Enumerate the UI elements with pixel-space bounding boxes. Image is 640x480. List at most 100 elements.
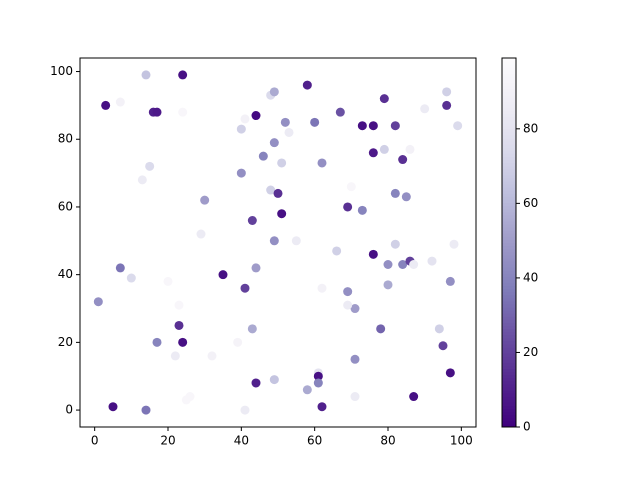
point bbox=[207, 351, 217, 361]
point bbox=[350, 304, 360, 314]
colorbar-segment bbox=[502, 353, 516, 357]
colorbar-tick-label: 60 bbox=[523, 196, 538, 210]
point bbox=[449, 239, 459, 249]
x-tick-label: 20 bbox=[160, 434, 175, 448]
point bbox=[390, 239, 400, 249]
point bbox=[409, 392, 419, 402]
colorbar-segment bbox=[502, 202, 516, 207]
colorbar-segment bbox=[502, 322, 516, 327]
colorbar-segment bbox=[502, 104, 516, 108]
y-tick-label: 40 bbox=[58, 267, 73, 281]
point bbox=[401, 192, 411, 202]
point bbox=[383, 280, 393, 290]
point bbox=[398, 155, 408, 165]
colorbar-segment bbox=[502, 390, 516, 394]
point bbox=[277, 209, 287, 219]
colorbar-segment bbox=[502, 380, 516, 385]
point bbox=[438, 341, 448, 351]
colorbar-tick-label: 40 bbox=[523, 270, 538, 284]
colorbar-segment bbox=[502, 337, 516, 342]
colorbar-segment bbox=[502, 227, 516, 231]
colorbar-segment bbox=[502, 91, 516, 96]
point bbox=[266, 185, 276, 195]
point bbox=[445, 368, 455, 378]
colorbar-segment bbox=[502, 396, 516, 400]
colorbar-segment bbox=[502, 97, 516, 102]
colorbar-segment bbox=[502, 165, 516, 170]
point bbox=[302, 385, 312, 395]
colorbar-segment bbox=[502, 113, 516, 117]
colorbar-segment bbox=[502, 279, 516, 283]
colorbar-segment bbox=[502, 134, 516, 139]
point bbox=[379, 94, 389, 104]
point bbox=[390, 188, 400, 198]
point bbox=[350, 392, 360, 402]
colorbar-segment bbox=[502, 264, 516, 268]
colorbar-segment bbox=[502, 297, 516, 302]
point bbox=[445, 276, 455, 286]
colorbar-segment bbox=[502, 217, 516, 222]
colorbar-segment bbox=[502, 196, 516, 200]
colorbar-segment bbox=[502, 171, 516, 176]
point bbox=[137, 175, 147, 185]
colorbar-segment bbox=[502, 374, 516, 379]
point bbox=[405, 144, 415, 154]
point bbox=[251, 378, 261, 388]
colorbar-segment bbox=[502, 168, 516, 173]
point bbox=[313, 371, 323, 381]
colorbar-segment bbox=[502, 214, 516, 219]
colorbar-segment bbox=[502, 343, 516, 348]
point bbox=[126, 273, 136, 283]
x-tick-label: 40 bbox=[234, 434, 249, 448]
point bbox=[409, 260, 419, 270]
point bbox=[357, 205, 367, 215]
colorbar-segment bbox=[502, 211, 516, 216]
colorbar-segment bbox=[502, 76, 516, 81]
colorbar-segment bbox=[502, 251, 516, 256]
point bbox=[258, 151, 268, 161]
colorbar-segment bbox=[502, 393, 516, 397]
point bbox=[313, 378, 323, 388]
y-tick-label: 20 bbox=[58, 335, 73, 349]
colorbar-segment bbox=[502, 242, 516, 247]
point bbox=[178, 70, 188, 80]
colorbar-segment bbox=[502, 282, 516, 287]
y-tick-label: 0 bbox=[65, 403, 73, 417]
colorbar-segment bbox=[502, 313, 516, 317]
x-tick-label: 100 bbox=[450, 434, 473, 448]
colorbar-segment bbox=[502, 177, 516, 182]
colorbar-segment bbox=[502, 411, 516, 416]
colorbar-segment bbox=[502, 288, 516, 293]
colorbar-segment bbox=[502, 230, 516, 234]
point bbox=[332, 246, 342, 256]
colorbar-segment bbox=[502, 88, 516, 93]
colorbar-segment bbox=[502, 387, 516, 391]
colorbar-segment bbox=[502, 417, 516, 422]
point bbox=[343, 202, 353, 212]
colorbar-segment bbox=[502, 245, 516, 250]
colorbar-segment bbox=[502, 208, 516, 213]
point bbox=[291, 236, 301, 246]
point bbox=[200, 195, 210, 205]
colorbar-segment bbox=[502, 310, 516, 314]
colorbar-segment bbox=[502, 85, 516, 90]
colorbar-segment bbox=[502, 101, 516, 105]
colorbar-segment bbox=[502, 408, 516, 413]
point bbox=[335, 107, 345, 117]
point bbox=[101, 100, 111, 110]
colorbar-segment bbox=[502, 184, 516, 188]
colorbar-segment bbox=[502, 334, 516, 339]
colorbar-segment bbox=[502, 144, 516, 148]
point bbox=[141, 405, 151, 415]
point bbox=[233, 337, 243, 347]
colorbar-segment bbox=[502, 368, 516, 373]
colorbar-segment bbox=[502, 273, 516, 277]
axes-frame bbox=[79, 57, 477, 428]
point bbox=[379, 144, 389, 154]
point bbox=[218, 270, 228, 280]
colorbar-segment bbox=[502, 70, 516, 74]
point bbox=[442, 87, 452, 97]
point bbox=[236, 124, 246, 134]
point bbox=[247, 324, 257, 334]
